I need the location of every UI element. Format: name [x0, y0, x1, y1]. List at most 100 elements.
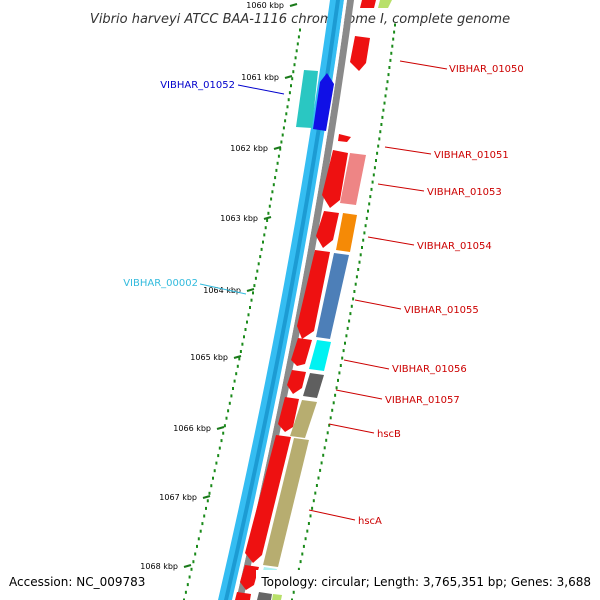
- ring-dot: [295, 49, 298, 53]
- dotted-ring-inner: [183, 28, 301, 600]
- gene-label-text[interactable]: VIBHAR_00002: [123, 278, 198, 289]
- gene-bottom-green[interactable]: [272, 594, 282, 600]
- gene-label-vibhar-01056[interactable]: VIBHAR_01056: [343, 359, 467, 375]
- ring-dot: [232, 387, 234, 390]
- gene-label-text[interactable]: VIBHAR_01054: [417, 241, 492, 252]
- ring-dot: [250, 298, 253, 302]
- gene-bottom-gray[interactable]: [257, 592, 272, 600]
- gene-label-text[interactable]: VIBHAR_01052: [160, 80, 235, 91]
- gene-label-vibhar-01057[interactable]: VIBHAR_01057: [335, 389, 460, 406]
- ring-dot: [203, 514, 206, 518]
- gene-label-text[interactable]: VIBHAR_01057: [385, 395, 460, 406]
- accession-bg: [4, 570, 148, 590]
- ring-dot: [297, 35, 300, 39]
- gene-top-partial[interactable]: [378, 0, 392, 8]
- summary-bg: [256, 570, 596, 590]
- ring-dot: [257, 262, 260, 266]
- gene-vibhar-01054[interactable]: [336, 213, 357, 252]
- tick-mark: [289, 2, 298, 8]
- ring-dot: [288, 91, 291, 95]
- gene-bottom-red[interactable]: [235, 592, 251, 600]
- ring-dot: [274, 176, 277, 180]
- gene-hscb[interactable]: [290, 400, 317, 438]
- gene-label-vibhar-01055[interactable]: VIBHAR_01055: [354, 299, 479, 316]
- gene-red-5[interactable]: [287, 370, 306, 394]
- ring-dot: [342, 349, 345, 353]
- gene-vibhar-01057[interactable]: [303, 373, 324, 398]
- ring-dot: [188, 575, 191, 579]
- ring-dot: [276, 161, 279, 165]
- ring-dot: [382, 108, 385, 112]
- ring-dot: [331, 408, 334, 412]
- leader-line: [399, 60, 448, 70]
- gene-label-vibhar-01054[interactable]: VIBHAR_01054: [367, 236, 492, 252]
- gene-label-vibhar-01051[interactable]: VIBHAR_01051: [384, 146, 509, 161]
- ring-dot: [230, 394, 233, 398]
- gene-label-text[interactable]: VIBHAR_01056: [392, 364, 467, 375]
- ring-dot: [380, 123, 383, 126]
- ring-dot: [183, 598, 185, 600]
- gene-vibhar-01050[interactable]: [350, 36, 370, 71]
- backbone-outer-blue-edge: [224, 0, 340, 600]
- ring-dot: [233, 379, 236, 383]
- gene-vibhar-01055[interactable]: [316, 253, 349, 339]
- gene-label-text[interactable]: VIBHAR_01050: [449, 64, 524, 75]
- gene-label-vibhar-00002[interactable]: VIBHAR_00002: [123, 278, 247, 295]
- gene-label-vibhar-01050[interactable]: VIBHAR_01050: [399, 60, 524, 75]
- gene-red-7[interactable]: [245, 435, 291, 563]
- ring-dot: [394, 23, 396, 27]
- ring-dot: [227, 409, 230, 413]
- ring-dot: [368, 202, 371, 206]
- gene-vibhar-01052[interactable]: [296, 70, 318, 128]
- gene-red-8[interactable]: [240, 565, 259, 590]
- gene-label-text[interactable]: VIBHAR_01053: [427, 187, 502, 198]
- ring-dot: [354, 282, 357, 286]
- ring-dot: [362, 238, 365, 242]
- gene-vibhar-01051[interactable]: [338, 134, 351, 142]
- gene-red-3[interactable]: [297, 250, 330, 339]
- ring-dot: [387, 73, 390, 77]
- gene-label-vibhar-01053[interactable]: VIBHAR_01053: [377, 183, 502, 198]
- gene-label-hscb[interactable]: hscB: [328, 423, 401, 440]
- gene-label-text[interactable]: hscA: [358, 516, 382, 527]
- gene-track: [235, 0, 392, 600]
- ring-dot: [364, 224, 367, 228]
- ring-dot: [186, 583, 189, 587]
- leader-line: [335, 389, 383, 400]
- gene-vibhar-01056[interactable]: [309, 340, 331, 371]
- gene-hsca[interactable]: [263, 438, 309, 567]
- ring-dot: [334, 393, 337, 397]
- gene-red-1[interactable]: [322, 150, 348, 208]
- gene-label-text[interactable]: VIBHAR_01055: [404, 305, 479, 316]
- ring-dot: [259, 255, 262, 259]
- ring-dot: [325, 438, 328, 442]
- gene-label-hsca[interactable]: hscA: [308, 509, 382, 527]
- ring-dot: [346, 326, 349, 330]
- gene-vibhar-01053[interactable]: [340, 153, 366, 205]
- ring-dot: [217, 454, 220, 458]
- scale-tick: 1062 kbp: [230, 144, 282, 153]
- tick-mark: [273, 145, 282, 151]
- ring-dot: [322, 453, 325, 457]
- ring-dot: [320, 461, 323, 465]
- gene-label-text[interactable]: VIBHAR_01051: [434, 150, 509, 161]
- ring-dot: [390, 51, 393, 55]
- ring-dot: [373, 166, 376, 170]
- leader-line: [367, 236, 415, 246]
- gene-top-red-partial[interactable]: [360, 0, 376, 8]
- ring-dot: [291, 77, 294, 81]
- ring-dot: [280, 140, 283, 144]
- ring-dot: [353, 290, 356, 293]
- tick-mark: [233, 354, 242, 360]
- ring-dot: [247, 313, 250, 317]
- ring-dot: [319, 468, 322, 472]
- gene-blue-inner[interactable]: [313, 73, 334, 131]
- ring-dot: [299, 28, 301, 32]
- gene-label-text[interactable]: hscB: [377, 429, 401, 440]
- gene-red-4[interactable]: [291, 338, 312, 366]
- gene-label-vibhar-01052[interactable]: VIBHAR_01052: [160, 80, 285, 95]
- ring-dot: [293, 63, 296, 67]
- gene-red-2[interactable]: [316, 211, 339, 248]
- gene-red-6[interactable]: [278, 397, 299, 432]
- scale-tick: 1065 kbp: [190, 353, 242, 362]
